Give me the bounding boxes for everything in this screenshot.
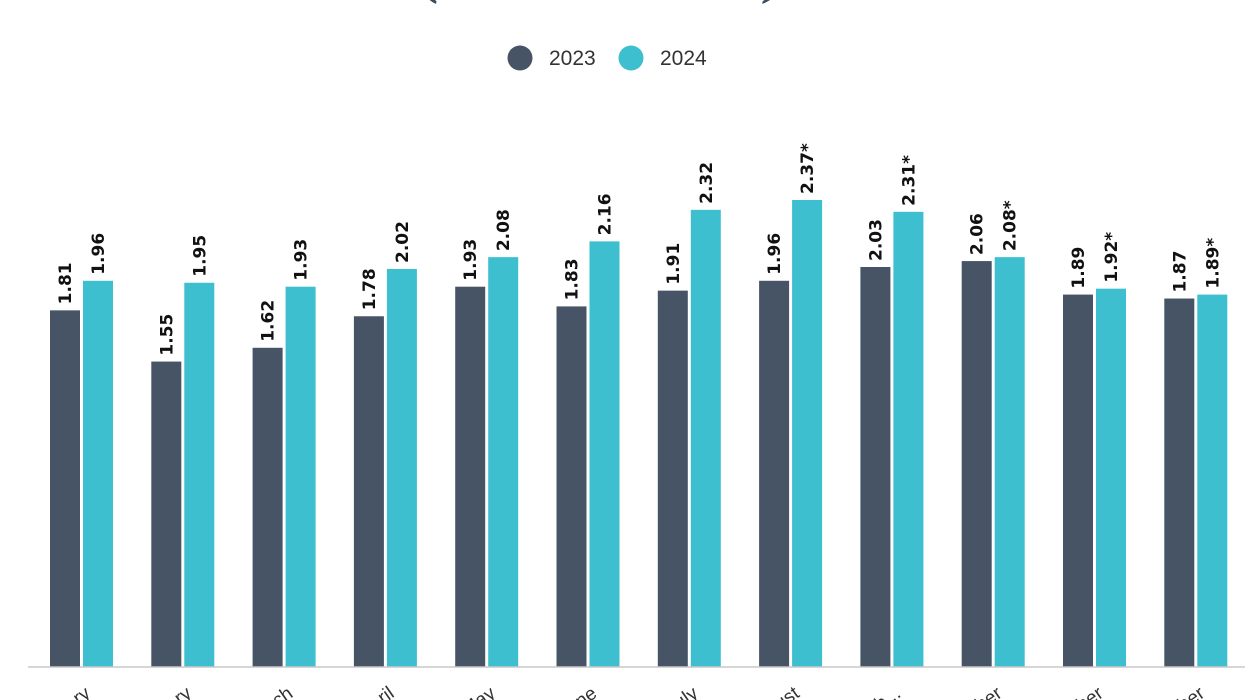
category-label-9: b... [871, 683, 905, 700]
value-label-2024-11: 1.92* [1102, 232, 1122, 283]
value-label-2023-3: 1.62 [259, 300, 279, 342]
value-label-2023-1: 1.81 [56, 262, 76, 304]
value-label-2023-9: 2.03 [866, 219, 886, 261]
value-label-2023-10: 2.06 [968, 213, 988, 255]
bar-2023-12 [1164, 298, 1195, 667]
legend-label-2024: 2024 [660, 47, 707, 70]
bar-2023-8 [759, 280, 790, 667]
value-label-2024-4: 2.02 [393, 221, 413, 263]
bar-2024-8 [792, 200, 823, 667]
value-label-2023-6: 1.83 [563, 258, 583, 300]
bar-2024-9 [893, 211, 924, 667]
value-label-2024-7: 2.32 [697, 162, 717, 204]
bar-2023-6 [556, 306, 587, 667]
bar-2024-7 [690, 209, 721, 667]
value-label-2023-4: 1.78 [360, 268, 380, 310]
value-label-2023-11: 1.89 [1069, 247, 1089, 289]
value-label-2024-12: 1.89* [1203, 238, 1223, 289]
value-label-2023-2: 1.55 [157, 314, 177, 356]
bar-2024-11 [1096, 288, 1126, 667]
bar-2024-10 [994, 257, 1025, 667]
legend-marker-2024 [618, 45, 644, 71]
bar-2023-3 [252, 347, 283, 667]
category-label-1: ry [69, 683, 94, 700]
value-label-2023-8: 1.96 [765, 233, 785, 275]
value-label-2024-1: 1.96 [89, 233, 109, 275]
category-label-4: ril [374, 683, 398, 700]
bar-2024-5 [488, 257, 519, 667]
legend-label-2023: 2023 [549, 47, 596, 70]
category-label-10: ber [972, 683, 1007, 700]
bar-2023-2 [151, 361, 182, 667]
bars-group [50, 200, 1228, 667]
value-label-2024-5: 2.08 [494, 209, 514, 251]
value-label-2024-8: 2.37* [798, 143, 818, 194]
category-label-6: ne [572, 683, 601, 700]
bar-2023-5 [455, 286, 486, 667]
value-label-2024-6: 2.16 [596, 193, 616, 235]
category-label-12: ber [1174, 683, 1209, 700]
value-label-2023-7: 1.91 [664, 243, 684, 285]
bar-2023-9 [860, 266, 891, 667]
bar-2024-6 [589, 241, 620, 667]
bar-2024-4 [386, 268, 417, 667]
bar-2023-1 [50, 310, 80, 667]
bar-2024-3 [285, 286, 316, 667]
category-label-7: uly [670, 683, 702, 700]
bar-2023-10 [961, 261, 992, 667]
value-labels-group: 1.81 1.96 1.55 1.95 1.62 1.93 1.78 2.02 1.93 2.08… [56, 143, 1223, 356]
bar-2023-7 [657, 290, 688, 667]
category-label-3: ch [268, 683, 296, 700]
value-label-2023-5: 1.93 [461, 239, 481, 281]
category-label-11: ber [1073, 683, 1108, 700]
legend: 2023 2024 [507, 45, 707, 71]
category-label-5: May [458, 683, 500, 700]
legend-marker-2023 [507, 45, 533, 71]
value-label-2024-2: 1.95 [190, 235, 210, 277]
bar-2024-12 [1197, 294, 1228, 667]
value-label-2024-3: 1.93 [292, 239, 312, 281]
category-label-8: ust [771, 682, 804, 700]
value-label-2024-9: 2.31* [899, 155, 919, 206]
category-label-2: ry [171, 683, 196, 700]
value-label-2023-12: 1.87 [1170, 251, 1190, 293]
bar-2023-11 [1063, 294, 1093, 667]
bar-2024-1 [83, 280, 113, 667]
value-label-2024-10: 2.08* [1001, 200, 1021, 251]
chart-title: (TEU Millions) [421, 0, 784, 8]
category-labels-group: ry ry ch ril May ne uly ust b... ber ber ber [69, 682, 1209, 700]
bar-2023-4 [353, 316, 384, 667]
bar-2024-2 [184, 282, 215, 667]
